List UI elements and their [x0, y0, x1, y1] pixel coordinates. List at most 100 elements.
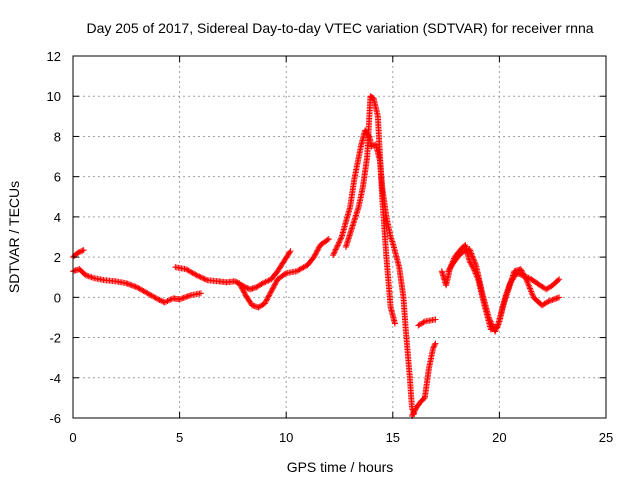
data-point [261, 300, 268, 307]
data-point [74, 250, 81, 257]
data-point [315, 244, 322, 251]
data-point [468, 251, 475, 258]
data-point [239, 286, 246, 293]
data-point [241, 289, 248, 296]
data-point [556, 294, 563, 301]
data-point [164, 298, 171, 305]
data-point [334, 243, 341, 250]
data-point [554, 294, 561, 301]
series-segment-4 [236, 236, 332, 311]
data-point [87, 273, 94, 280]
data-point [549, 296, 556, 303]
data-point [411, 408, 418, 415]
data-point [471, 257, 478, 264]
data-point [265, 277, 272, 284]
data-point [129, 282, 136, 289]
data-point [259, 280, 266, 287]
data-point [529, 291, 536, 298]
data-point [88, 274, 95, 281]
data-point [193, 272, 200, 279]
data-point [262, 278, 269, 285]
data-point [517, 266, 524, 273]
data-point [181, 294, 188, 301]
data-point [432, 316, 439, 323]
data-point [124, 280, 131, 287]
x-axis-label: GPS time / hours [287, 459, 394, 475]
data-point [525, 281, 532, 288]
data-point [194, 272, 201, 279]
series-segment-2 [70, 266, 204, 306]
data-point [411, 407, 418, 414]
data-point [267, 289, 274, 296]
data-point [197, 274, 204, 281]
data-point [492, 327, 499, 334]
data-point [467, 247, 474, 254]
data-point [462, 248, 469, 255]
data-point [236, 280, 243, 287]
data-point [494, 322, 501, 329]
data-point [528, 288, 535, 295]
data-point [127, 281, 134, 288]
axis-ticks: 0 5 10 15 20 25 -6 -4 -2 0 2 4 6 8 10 12 [47, 49, 614, 445]
data-point [281, 271, 288, 278]
data-point [264, 295, 271, 302]
y-tick-label: -6 [49, 411, 61, 426]
data-point [85, 273, 92, 280]
data-point [123, 280, 130, 287]
data-point [487, 318, 494, 325]
data-point [470, 256, 477, 263]
data-point [89, 274, 96, 281]
data-point [387, 234, 394, 240]
data-point [264, 278, 271, 285]
y-tick-label: 2 [54, 250, 61, 265]
data-point [519, 272, 526, 279]
series-segment-6 [342, 93, 398, 327]
data-point [495, 321, 502, 328]
data-point [331, 249, 338, 256]
series-segment-8 [415, 316, 439, 329]
grid [73, 56, 606, 418]
data-point [196, 273, 203, 280]
data-point [183, 293, 190, 300]
x-tick-label: 20 [492, 430, 506, 445]
data-point [495, 319, 502, 326]
y-axis-label: SDTVAR / TECUs [6, 181, 22, 293]
data-point [264, 296, 271, 303]
data-point [466, 246, 473, 253]
x-tick-label: 10 [279, 430, 293, 445]
data-point [165, 297, 172, 304]
data-point [153, 295, 160, 302]
data-point [273, 278, 280, 285]
y-tick-label: -4 [49, 371, 61, 386]
chart-title: Day 205 of 2017, Sidereal Day-to-day VTE… [86, 20, 593, 36]
data-point [286, 249, 293, 256]
data-point [266, 290, 273, 297]
data-point [334, 242, 341, 249]
data-point [336, 238, 343, 245]
data-point [431, 343, 438, 350]
series-segment-1 [70, 247, 87, 261]
data-point [159, 298, 166, 305]
data-point [389, 238, 396, 245]
data-point [310, 254, 317, 261]
data-point [315, 246, 322, 253]
data-point [409, 411, 416, 418]
data-point [192, 271, 199, 278]
data-point [202, 276, 209, 283]
data-point [388, 235, 395, 242]
data-point [552, 295, 559, 302]
data-point [485, 314, 492, 321]
data-point [271, 281, 278, 288]
data-point [261, 279, 268, 286]
data-point [262, 299, 269, 306]
data-point [553, 295, 560, 302]
data-point [488, 321, 495, 328]
data-point [79, 247, 86, 254]
data-point [522, 273, 529, 280]
data-point [458, 250, 465, 257]
data-point [368, 143, 375, 150]
y-tick-label: 0 [54, 290, 61, 305]
data-point [324, 236, 331, 243]
data-point [430, 344, 437, 351]
data-point [258, 281, 265, 288]
